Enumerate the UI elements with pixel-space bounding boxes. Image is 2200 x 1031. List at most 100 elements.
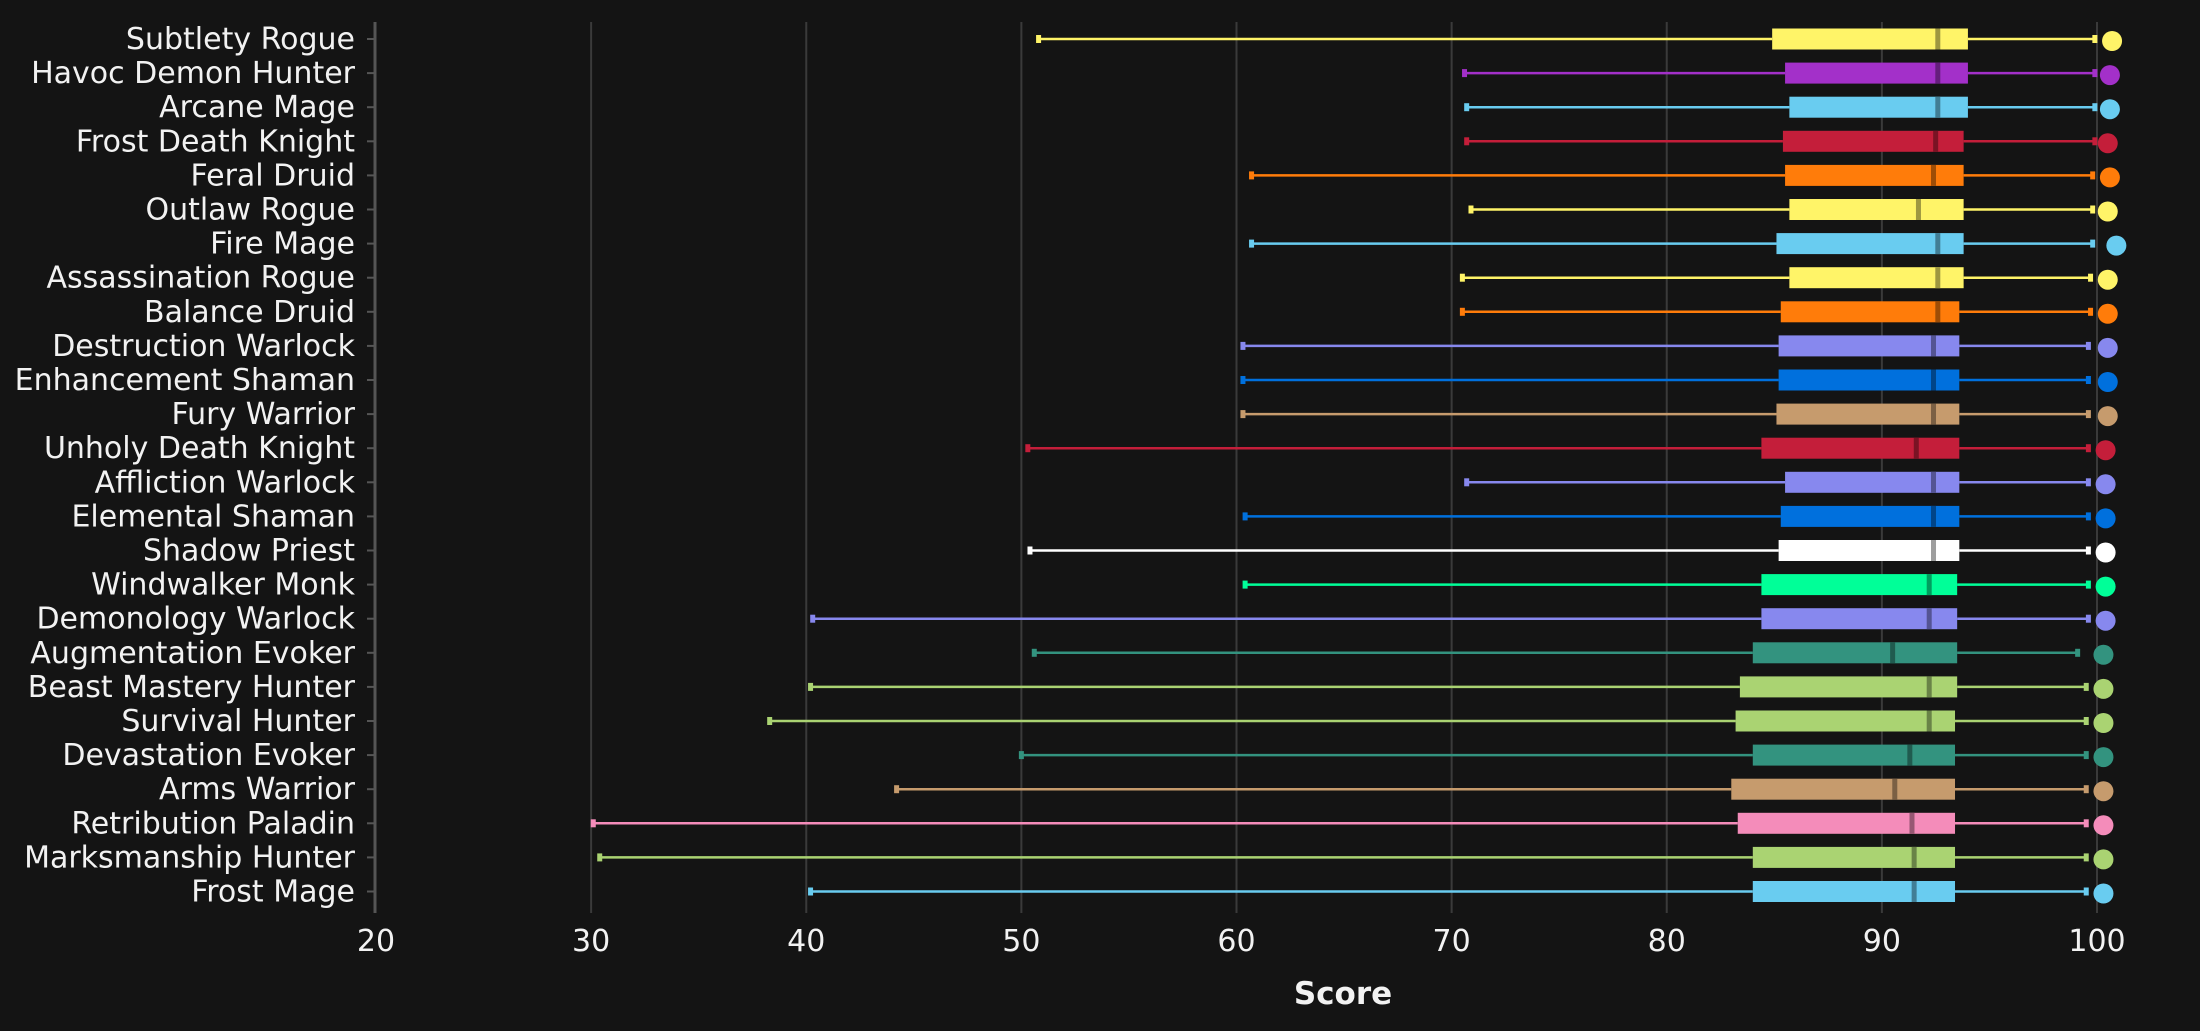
category-label: Enhancement Shaman — [15, 363, 355, 398]
x-tick-label: 40 — [787, 924, 825, 959]
whisker-high-cap — [2085, 376, 2091, 384]
whisker-high-cap — [2083, 751, 2089, 760]
whisker-low-cap — [1242, 512, 1248, 521]
category-label: Shadow Priest — [143, 534, 355, 569]
category-label: Elemental Shaman — [71, 499, 355, 534]
iqr-box — [1752, 846, 1956, 868]
iqr-box — [1780, 505, 1960, 527]
median-mark — [1890, 642, 1896, 664]
whisker-high-cap — [2090, 205, 2096, 214]
x-tick-label: 50 — [1002, 924, 1040, 959]
category-label: Survival Hunter — [121, 704, 355, 739]
x-tick-label: 100 — [2068, 924, 2125, 959]
series-row: Devastation Evoker — [62, 738, 2114, 773]
max-point — [2097, 337, 2118, 358]
median-mark — [1935, 96, 1941, 118]
whisker-high-cap — [2083, 853, 2089, 862]
series-row: Feral Druid — [191, 158, 2120, 193]
whisker-low-cap — [597, 853, 603, 862]
category-label: Windwalker Monk — [91, 568, 356, 603]
series-row: Elemental Shaman — [71, 499, 2116, 534]
max-point — [2099, 65, 2120, 86]
median-mark — [1935, 62, 1941, 84]
series-row: Fury Warrior — [171, 397, 2118, 432]
median-mark — [1935, 233, 1941, 255]
median-mark — [1935, 267, 1941, 289]
x-tick-label: 60 — [1217, 924, 1255, 959]
max-point — [2097, 133, 2118, 154]
iqr-box — [1776, 403, 1960, 425]
max-point — [2106, 235, 2127, 256]
whisker-low-cap — [894, 785, 900, 794]
whisker-low-cap — [1249, 171, 1255, 180]
series-row: Affliction Warlock — [95, 465, 2116, 500]
max-point — [2093, 644, 2114, 665]
median-mark — [1933, 130, 1939, 152]
iqr-box — [1752, 881, 1956, 902]
category-label: Augmentation Evoker — [30, 636, 355, 671]
whisker-low-cap — [1464, 103, 1470, 112]
median-mark — [1931, 540, 1937, 561]
whisker-high-cap — [2088, 273, 2094, 282]
category-label: Arcane Mage — [159, 90, 355, 125]
max-point — [2093, 849, 2114, 870]
x-axis-title: Score — [1294, 976, 1392, 1012]
category-label: Demonology Warlock — [36, 602, 355, 637]
whisker-high-cap — [2085, 341, 2091, 350]
whisker-high-cap — [2083, 682, 2089, 691]
max-point — [2095, 508, 2116, 529]
x-tick-label: 20 — [357, 924, 395, 959]
series-row: Fire Mage — [210, 227, 2127, 262]
max-point — [2093, 781, 2114, 802]
category-label: Marksmanship Hunter — [24, 840, 356, 875]
series-row: Marksmanship Hunter — [24, 840, 2114, 875]
x-axis-ticks: 20 30 40 50 60 70 80 90 100 — [357, 924, 2126, 959]
max-point — [2095, 440, 2116, 461]
median-mark — [1926, 574, 1932, 596]
median-mark — [1909, 812, 1915, 834]
series-row: Windwalker Monk — [91, 568, 2116, 603]
median-mark — [1926, 608, 1932, 630]
x-tick-label: 80 — [1648, 924, 1686, 959]
whisker-high-cap — [2092, 103, 2098, 112]
max-point — [2095, 474, 2116, 495]
median-mark — [1926, 710, 1932, 732]
series-row: Havoc Demon Hunter — [31, 56, 2120, 91]
iqr-box — [1739, 676, 1958, 698]
series-row: Subtlety Rogue — [126, 22, 2123, 57]
max-point — [2097, 406, 2118, 427]
iqr-box — [1772, 28, 1968, 50]
whisker-high-cap — [2075, 648, 2081, 657]
series-row: Retribution Paladin — [71, 806, 2114, 841]
iqr-box — [1778, 540, 1960, 561]
median-mark — [1931, 335, 1937, 357]
series-row: Frost Mage — [191, 875, 2114, 910]
median-mark — [1907, 744, 1913, 766]
max-point — [2095, 576, 2116, 597]
series-row: Balance Druid — [144, 295, 2118, 330]
whisker-high-cap — [2090, 171, 2096, 180]
max-point — [2097, 201, 2118, 222]
max-point — [2097, 269, 2118, 290]
whisker-low-cap — [1468, 205, 1474, 214]
iqr-box — [1752, 642, 1958, 664]
category-label: Fire Mage — [210, 227, 355, 262]
whisker-low-cap — [1240, 376, 1246, 384]
category-label: Arms Warrior — [159, 772, 356, 807]
whisker-low-cap — [1027, 546, 1033, 555]
iqr-box — [1780, 301, 1960, 323]
median-mark — [1913, 437, 1919, 459]
whisker-high-cap — [2085, 410, 2091, 419]
whisker-low-cap — [1249, 239, 1255, 248]
category-label: Havoc Demon Hunter — [31, 56, 356, 91]
category-label: Frost Mage — [191, 875, 355, 910]
max-point — [2093, 883, 2114, 904]
whisker-low-cap — [1242, 580, 1248, 589]
iqr-box — [1761, 608, 1958, 630]
series-row: Survival Hunter — [121, 704, 2114, 739]
iqr-box — [1752, 744, 1956, 766]
category-label: Subtlety Rogue — [126, 22, 355, 57]
whisker-low-cap — [810, 614, 816, 623]
